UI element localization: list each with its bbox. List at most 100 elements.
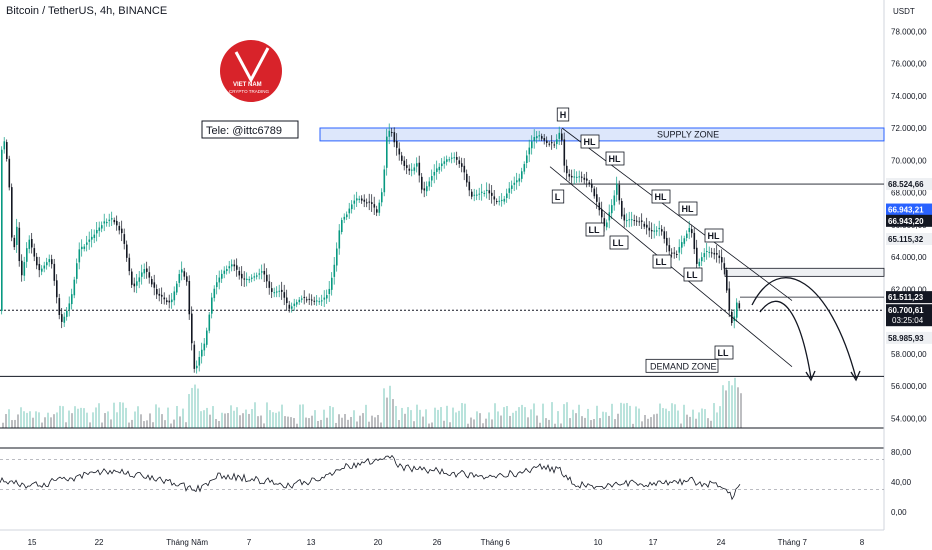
volume-bar bbox=[539, 422, 541, 428]
candle-body bbox=[696, 247, 698, 264]
candle-body bbox=[71, 294, 73, 305]
candle-body bbox=[316, 300, 318, 302]
volume-bar bbox=[161, 414, 163, 428]
candle-body bbox=[443, 161, 446, 164]
candle-body bbox=[366, 202, 368, 204]
volume-bar bbox=[542, 403, 544, 428]
candle-body bbox=[131, 271, 133, 285]
volume-bar bbox=[59, 405, 61, 428]
candle-body bbox=[21, 260, 23, 276]
candle-body bbox=[458, 160, 461, 164]
candle-body bbox=[608, 212, 611, 221]
candle-body bbox=[293, 303, 296, 306]
volume-bar bbox=[68, 410, 70, 428]
candle-body bbox=[203, 343, 206, 351]
candle-body bbox=[701, 257, 703, 262]
candle-body bbox=[456, 157, 458, 160]
volume-bar bbox=[644, 415, 646, 428]
candle-body bbox=[296, 302, 298, 305]
candle-body bbox=[636, 220, 638, 222]
volume-bar bbox=[557, 411, 559, 428]
candle-body bbox=[233, 264, 236, 267]
candle-body bbox=[153, 282, 156, 288]
volume-bar bbox=[353, 410, 355, 428]
logo-text-line2: CRYPTO TRADING bbox=[229, 89, 270, 94]
candle-body bbox=[273, 292, 276, 294]
candle-body bbox=[318, 301, 321, 303]
logo-mark bbox=[234, 47, 270, 84]
volume-bar bbox=[608, 415, 610, 428]
volume-bar bbox=[632, 423, 634, 428]
candle-body bbox=[708, 252, 711, 254]
candle-body bbox=[438, 166, 441, 171]
level-tag-dark-text: 66.943,20 bbox=[888, 217, 924, 226]
volume-bar bbox=[548, 419, 550, 428]
level-tag-dark bbox=[886, 291, 932, 304]
y-tick-label: 70.000,00 bbox=[891, 156, 927, 165]
candle-body bbox=[111, 218, 113, 220]
candle-body bbox=[371, 202, 373, 204]
volume-bar bbox=[356, 421, 358, 428]
candle-body bbox=[211, 297, 213, 314]
candle-body bbox=[68, 303, 71, 310]
chart-title: Bitcoin / TetherUS, 4h, BINANCE bbox=[6, 5, 168, 17]
structure-label: H bbox=[560, 110, 567, 120]
candle-body bbox=[376, 209, 378, 213]
level-tag-dark-text: 61.511,23 bbox=[888, 293, 924, 302]
candle-body bbox=[523, 164, 526, 172]
volume-bar bbox=[230, 405, 232, 428]
candle-body bbox=[238, 270, 241, 276]
volume-bar bbox=[335, 422, 337, 428]
candle-body bbox=[491, 192, 493, 196]
candle-body bbox=[533, 136, 536, 141]
level-tag bbox=[886, 233, 932, 246]
volume-bar bbox=[524, 407, 526, 428]
candle-body bbox=[616, 183, 618, 195]
candle-body bbox=[738, 303, 741, 309]
candle-body bbox=[46, 262, 48, 266]
candle-body bbox=[276, 291, 278, 293]
candle-body bbox=[121, 228, 123, 234]
candle-body bbox=[348, 208, 351, 214]
y-tick-label: 64.000,00 bbox=[891, 253, 927, 262]
candle-body bbox=[511, 185, 513, 189]
volume-bar bbox=[182, 408, 184, 428]
candle-body bbox=[328, 288, 331, 295]
current-price-tag bbox=[886, 304, 932, 327]
candle-body bbox=[643, 223, 646, 227]
volume-bar bbox=[476, 411, 478, 428]
volume-bar bbox=[662, 408, 664, 428]
candle-body bbox=[538, 135, 541, 137]
volume-bar bbox=[494, 403, 496, 428]
volume-bar bbox=[47, 412, 49, 428]
volume-bar bbox=[464, 403, 466, 428]
candle-body bbox=[358, 198, 361, 200]
volume-bar bbox=[185, 422, 187, 428]
volume-bar bbox=[740, 393, 742, 428]
y-tick-label: 58.000,00 bbox=[891, 350, 927, 359]
volume-bar bbox=[5, 414, 7, 428]
candle-body bbox=[473, 194, 476, 196]
candle-body bbox=[508, 188, 511, 193]
candle-body bbox=[686, 233, 688, 238]
volume-bar bbox=[626, 402, 628, 428]
candle-body bbox=[201, 349, 203, 357]
volume-bar bbox=[389, 385, 391, 428]
volume-bar bbox=[692, 409, 694, 428]
volume-bar bbox=[398, 419, 400, 428]
volume-bar bbox=[674, 404, 676, 428]
candle-body bbox=[331, 277, 333, 290]
candle-body bbox=[291, 306, 293, 309]
volume-bar bbox=[458, 410, 460, 428]
volume-bar bbox=[515, 410, 517, 428]
rsi-tick-label: 40,00 bbox=[891, 478, 912, 487]
candle-body bbox=[398, 148, 401, 155]
volume-bar bbox=[713, 403, 715, 428]
volume-bar bbox=[149, 413, 151, 428]
volume-bar bbox=[239, 415, 241, 428]
candle-body bbox=[41, 268, 43, 272]
x-tick-label: 8 bbox=[860, 538, 865, 547]
candle-body bbox=[63, 316, 66, 323]
candle-body bbox=[323, 297, 326, 300]
